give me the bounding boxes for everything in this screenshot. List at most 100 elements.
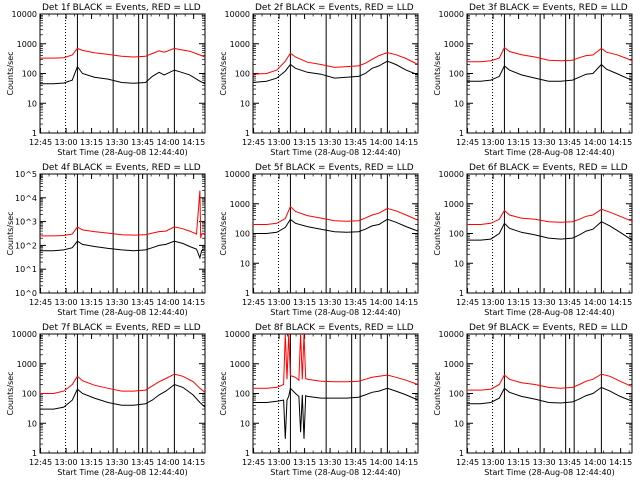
y-tick-label: 1000 <box>444 360 464 369</box>
y-tick-label: 1 <box>32 129 37 138</box>
x-tick-label: 12:45 <box>242 458 265 467</box>
x-tick-label: 14:00 <box>584 138 607 147</box>
panel-det-7: 1 10 100 1000 10000 12:45 13:00 13:15 13:30 13:45… <box>6 323 206 477</box>
x-axis-label: Start Time (28-Aug-08 12:44:40) <box>484 468 615 477</box>
series-line-lld <box>40 190 205 239</box>
series-line-lld <box>467 46 633 63</box>
y-tick-label: 1 <box>459 129 464 138</box>
plot-frame <box>39 333 206 454</box>
y-tick-label: 10000 <box>225 10 250 19</box>
y-tick-label: 10^5 <box>15 170 37 179</box>
panel-title: Det 2f BLACK = Events, RED = LLD <box>255 3 414 13</box>
x-tick-label: 13:15 <box>507 298 530 307</box>
panel-det-4: 10^010^110^210^310^410^512:45 13:00 13:15 1… <box>6 163 206 317</box>
y-tick-label: 1000 <box>230 40 250 49</box>
x-tick-label: 14:15 <box>395 298 418 307</box>
x-tick-label: 13:00 <box>268 458 291 467</box>
x-axis-label: Start Time (28-Aug-08 12:44:40) <box>57 148 188 157</box>
y-axis-label: Counts/sec <box>433 211 442 255</box>
x-tick-label: 13:15 <box>507 138 530 147</box>
y-tick-label: 100 <box>449 70 464 79</box>
x-tick-label: 12:45 <box>29 138 52 147</box>
series-line-events <box>40 240 205 260</box>
x-tick-label: 13:45 <box>344 298 367 307</box>
series-line-lld <box>467 373 633 391</box>
x-tick-label: 13:45 <box>344 458 367 467</box>
x-tick-label: 13:00 <box>55 458 78 467</box>
x-tick-label: 14:00 <box>584 298 607 307</box>
y-tick-label: 100 <box>22 70 37 79</box>
y-tick-label: 1000 <box>230 360 250 369</box>
y-tick-label: 10000 <box>225 170 250 179</box>
x-tick-label: 12:45 <box>242 298 265 307</box>
x-tick-label: 13:30 <box>319 458 342 467</box>
x-tick-label: 14:15 <box>395 458 418 467</box>
x-tick-label: 13:15 <box>293 298 316 307</box>
x-tick-label: 12:45 <box>242 138 265 147</box>
y-axis-label: Counts/sec <box>219 211 228 255</box>
y-axis-label: Counts/sec <box>6 51 15 95</box>
x-tick-label: 13:30 <box>106 298 129 307</box>
series-line-lld <box>252 52 419 75</box>
x-tick-label: 13:30 <box>106 138 129 147</box>
x-tick-label: 14:15 <box>182 458 205 467</box>
x-axis-label: Start Time (28-Aug-08 12:44:40) <box>270 468 401 477</box>
panel-title: Det 7f BLACK = Events, RED = LLD <box>42 323 201 333</box>
x-tick-label: 13:45 <box>131 298 154 307</box>
x-axis-label: Start Time (28-Aug-08 12:44:40) <box>270 148 401 157</box>
plot-frame <box>466 173 633 294</box>
panel-det-5: 1 10 100 1000 10000 12:45 13:00 13:15 13:30 13:45… <box>219 163 419 317</box>
x-tick-label: 13:15 <box>80 138 103 147</box>
plot-frame <box>466 333 633 454</box>
y-tick-label: 1 <box>459 449 464 458</box>
series-line-lld <box>40 47 206 59</box>
x-tick-label: 14:15 <box>609 298 632 307</box>
panel-det-3: 1 10 100 1000 10000 12:45 13:00 13:15 13:30 13:45… <box>433 3 633 157</box>
plot-frame <box>252 333 419 454</box>
x-tick-label: 13:00 <box>55 138 78 147</box>
x-tick-label: 13:30 <box>319 298 342 307</box>
y-tick-label: 10 <box>454 419 464 428</box>
panel-det-6: 1 10 100 1000 10000 12:45 13:00 13:15 13:30 13:45… <box>433 163 633 317</box>
y-tick-label: 10 <box>27 419 37 428</box>
x-tick-label: 14:00 <box>370 298 393 307</box>
x-tick-label: 13:15 <box>507 458 530 467</box>
x-axis-label: Start Time (28-Aug-08 12:44:40) <box>57 468 188 477</box>
series-line-lld <box>253 333 419 389</box>
y-tick-label: 10 <box>454 99 464 108</box>
y-tick-label: 100 <box>235 70 250 79</box>
y-axis-label: Counts/sec <box>219 371 228 415</box>
y-tick-label: 1000 <box>17 40 37 49</box>
y-tick-label: 1000 <box>230 200 250 209</box>
x-tick-label: 12:45 <box>29 458 52 467</box>
x-tick-label: 14:00 <box>157 458 180 467</box>
y-tick-label: 10000 <box>12 10 37 19</box>
plot-frame <box>466 13 633 134</box>
x-axis-label: Start Time (28-Aug-08 12:44:40) <box>270 308 401 317</box>
y-tick-label: 10^2 <box>15 241 37 250</box>
x-tick-label: 12:45 <box>456 458 479 467</box>
panel-title: Det 6f BLACK = Events, RED = LLD <box>469 163 628 173</box>
y-tick-label: 100 <box>22 390 37 399</box>
x-tick-label: 13:15 <box>293 138 316 147</box>
x-tick-label: 14:15 <box>395 138 418 147</box>
y-tick-label: 10000 <box>439 10 464 19</box>
x-tick-label: 14:00 <box>370 138 393 147</box>
y-tick-label: 10000 <box>439 330 464 339</box>
series-line-events <box>253 218 419 234</box>
x-tick-label: 13:30 <box>319 138 342 147</box>
y-tick-label: 1 <box>459 289 464 298</box>
x-tick-label: 12:45 <box>29 298 52 307</box>
x-tick-label: 14:15 <box>182 298 205 307</box>
x-tick-label: 13:30 <box>533 138 556 147</box>
plot-frame <box>252 13 419 134</box>
x-tick-label: 13:45 <box>131 458 154 467</box>
x-tick-label: 13:15 <box>80 458 103 467</box>
y-tick-label: 1 <box>245 449 250 458</box>
panel-det-9: 1 10 100 1000 10000 12:45 13:00 13:15 13:30 13:45… <box>433 323 633 477</box>
y-axis-label: Counts/sec <box>6 211 15 255</box>
panel-title: Det 8f BLACK = Events, RED = LLD <box>255 323 414 333</box>
x-tick-label: 13:00 <box>482 138 505 147</box>
series-line-events <box>252 60 419 83</box>
